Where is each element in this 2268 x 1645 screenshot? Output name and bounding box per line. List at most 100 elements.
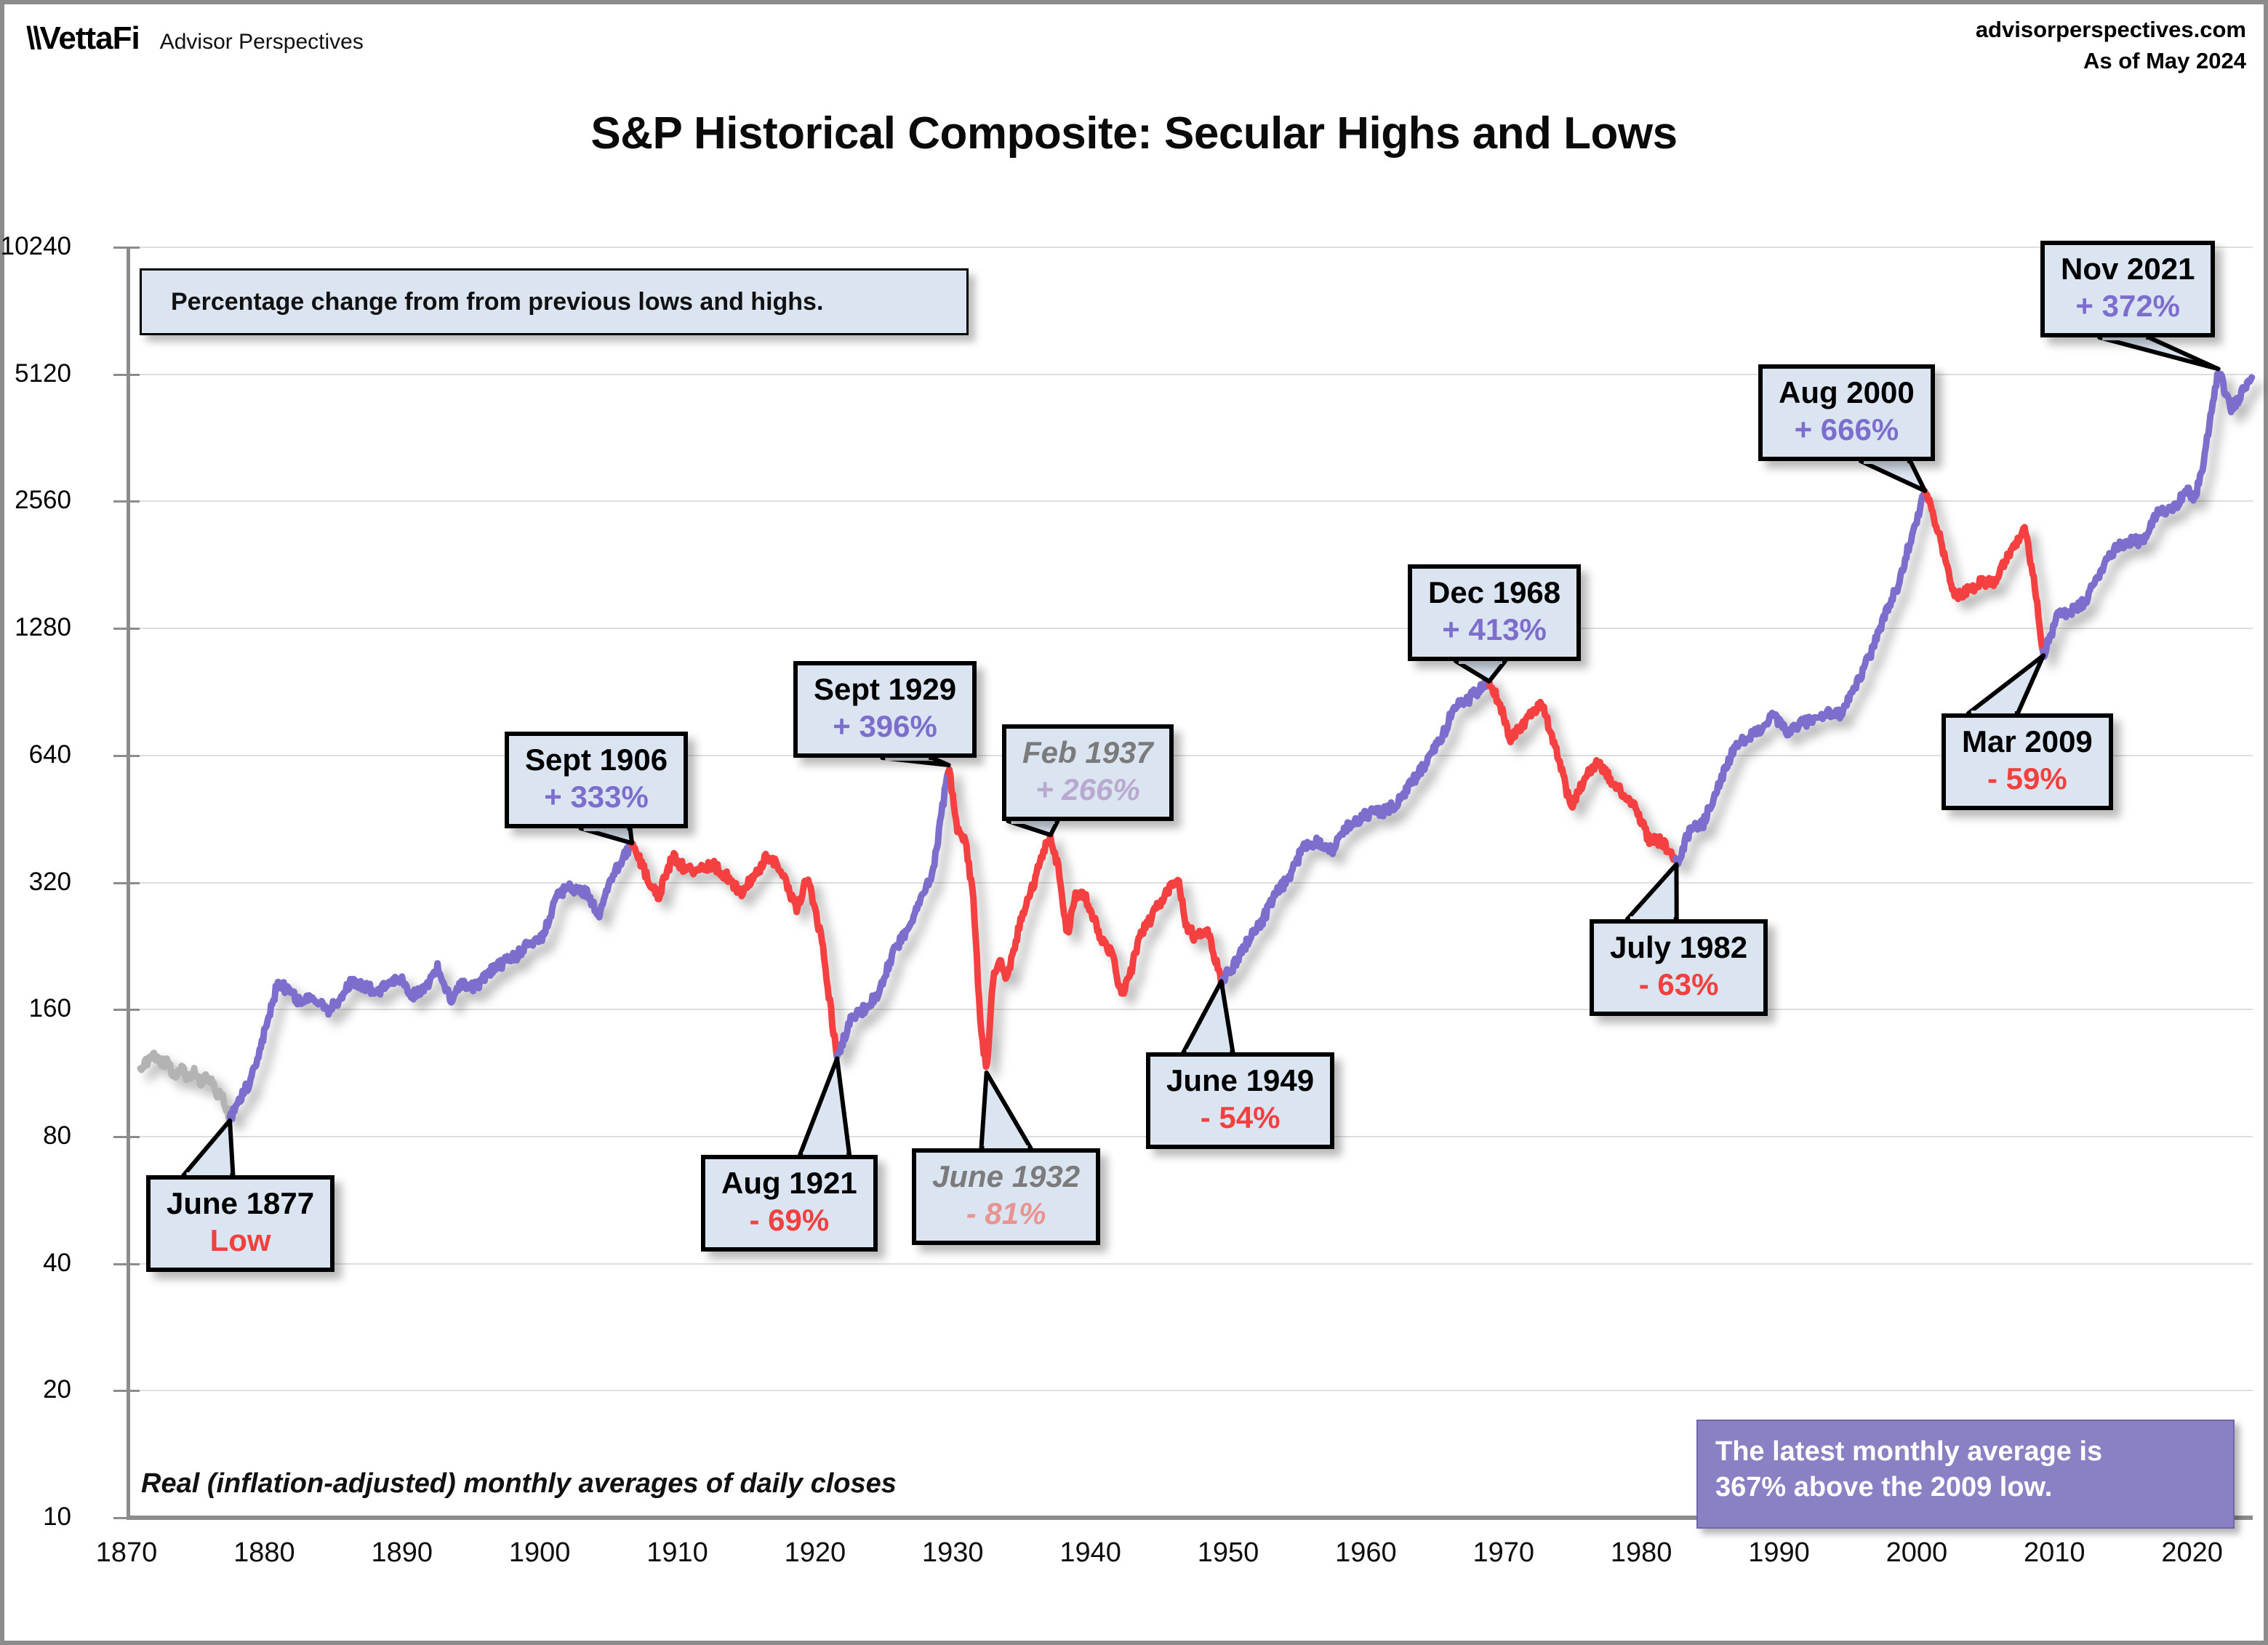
callout-bubble: Mar 2009- 59% (1942, 713, 2113, 810)
callout-aug-1921: Aug 1921- 69% (701, 1155, 878, 1252)
x-tick-label: 1970 (1472, 1537, 1535, 1568)
as-of-date: As of May 2024 (2083, 47, 2246, 73)
callout-value: - 69% (749, 1202, 830, 1237)
latest-average-box: The latest monthly average is 367% above… (1696, 1420, 2235, 1529)
callout-label: Sept 1929 (814, 672, 957, 706)
y-tick-mark (113, 500, 140, 503)
series-segment (2040, 370, 2256, 660)
callout-value: - 81% (966, 1196, 1046, 1230)
series-segment (1921, 488, 2048, 660)
y-tick-mark (113, 373, 140, 376)
y-tick-mark (113, 1135, 140, 1138)
y-tick-label: 10 (43, 1502, 71, 1531)
gridline (127, 881, 2253, 884)
x-tick-label: 1930 (921, 1537, 984, 1568)
callout-june-1877: June 1877 Low (146, 1175, 335, 1272)
vettafi-logo: \\VettaFi (26, 20, 140, 56)
series-segment (628, 840, 841, 1060)
gridline (127, 247, 2253, 248)
callout-label: July 1982 (1610, 930, 1748, 964)
x-tick-label: 1920 (784, 1537, 846, 1568)
y-tick-label: 80 (43, 1121, 71, 1150)
y-tick-label: 20 (43, 1375, 71, 1404)
y-tick-label: 160 (28, 994, 71, 1023)
x-tick-label: 1950 (1197, 1537, 1259, 1568)
series-segment (226, 840, 636, 1123)
x-tick-label: 1960 (1335, 1537, 1397, 1568)
x-tick-label: 2020 (2161, 1537, 2223, 1568)
y-tick-label: 5120 (15, 359, 71, 388)
callout-nov-2021: Nov 2021 + 372% (2040, 241, 2216, 337)
callout-bubble: June 1877 Low (146, 1175, 335, 1272)
callout-label: Sept 1906 (525, 743, 668, 777)
note-text: Percentage change from from previous low… (171, 287, 824, 316)
latest-line-1: The latest monthly average is (1715, 1436, 2103, 1467)
site-url: advisorperspectives.com (1975, 17, 2246, 42)
plot-wrapper: 10240 5120 2560 1280 640 320 160 80 40 20 10 1870 18… (1, 4, 2264, 1641)
callout-label: June 1932 (932, 1159, 1081, 1193)
callout-bubble: July 1982- 63% (1590, 919, 1768, 1016)
page-header: \\VettaFi Advisor Perspectives advisorpe… (4, 4, 2264, 99)
y-tick-mark (113, 1009, 140, 1012)
callout-label: Aug 2000 (1779, 375, 1915, 409)
y-tick-label: 2560 (15, 486, 71, 515)
series-segment (833, 766, 953, 1060)
callout-value: + 333% (544, 779, 649, 814)
series-segment (1218, 673, 1494, 990)
y-tick-mark (113, 1517, 140, 1519)
callout-june-1949: June 1949- 54% (1146, 1052, 1335, 1149)
callout-value: + 396% (833, 708, 937, 743)
callout-aug-2000: Aug 2000 + 666% (1758, 364, 1935, 461)
callout-bubble: Aug 1921- 69% (701, 1155, 878, 1252)
x-tick-label: 1990 (1748, 1537, 1810, 1568)
x-axis-line (127, 1516, 2253, 1520)
callout-bubble: June 1949- 54% (1146, 1052, 1335, 1149)
callout-bubble: Feb 1937 + 266% (1002, 724, 1174, 821)
y-tick-mark (113, 1262, 140, 1265)
x-tick-label: 2010 (2024, 1537, 2085, 1568)
callout-label: June 1877 (167, 1186, 315, 1220)
gridline (127, 1262, 2253, 1265)
gridline (127, 373, 2253, 375)
brand-block: \\VettaFi Advisor Perspectives (26, 20, 364, 57)
callout-value: Low (209, 1222, 271, 1257)
x-tick-label: 1910 (646, 1537, 708, 1568)
header-meta: advisorperspectives.com As of May 2024 (1976, 15, 2246, 77)
series-segment (945, 766, 1226, 1070)
x-tick-label: 1890 (371, 1537, 433, 1568)
callout-value: + 372% (2075, 288, 2181, 323)
note-box: Percentage change from from previous low… (140, 268, 969, 335)
callout-label: Nov 2021 (2061, 252, 2195, 286)
callout-dec-1968: Dec 1968 + 413% (1408, 564, 1582, 661)
latest-line-2: 367% above the 2009 low. (1715, 1471, 2053, 1502)
callout-value: - 54% (1200, 1100, 1281, 1134)
callout-bubble: Sept 1906 + 333% (505, 732, 689, 828)
callout-mar-2009: Mar 2009- 59% (1942, 713, 2113, 810)
callout-value: - 63% (1638, 966, 1719, 1001)
gridline (127, 1390, 2253, 1392)
callout-value: - 59% (1987, 761, 2067, 796)
callout-label: Feb 1937 (1022, 735, 1153, 769)
x-tick-label: 1940 (1059, 1537, 1121, 1568)
y-tick-mark (113, 1390, 140, 1393)
callout-label: Dec 1968 (1428, 575, 1561, 609)
price-series (137, 370, 2256, 1123)
callout-value: + 413% (1442, 612, 1547, 647)
y-tick-label: 320 (28, 867, 71, 896)
x-tick-label: 2000 (1886, 1537, 1948, 1568)
y-tick-mark (113, 628, 140, 631)
callout-june-1932: June 1932- 81% (912, 1148, 1101, 1245)
y-tick-label: 10240 (0, 232, 71, 260)
callout-bubble: Dec 1968 + 413% (1408, 564, 1582, 661)
series-segment (1485, 673, 1680, 865)
callout-label: Mar 2009 (1962, 724, 2093, 759)
callout-label: June 1949 (1166, 1063, 1315, 1097)
y-tick-mark (113, 247, 140, 249)
series-segment (1672, 488, 1929, 868)
callout-feb-1937: Feb 1937 + 266% (1002, 724, 1174, 821)
callout-value: + 666% (1794, 412, 1899, 447)
callout-bubble: Nov 2021 + 372% (2040, 241, 2216, 337)
gridline (127, 500, 2253, 503)
callout-bubble: Aug 2000 + 666% (1758, 364, 1935, 461)
